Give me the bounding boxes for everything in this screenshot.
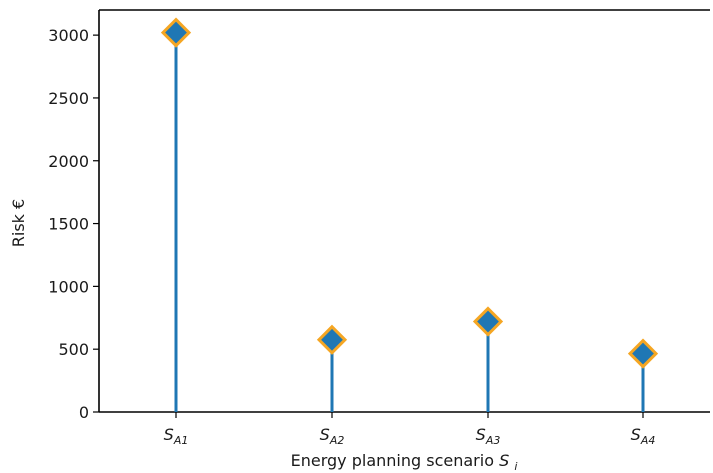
x-tick-label: SA1: [164, 425, 189, 447]
x-tick-label-sub: A1: [173, 434, 189, 447]
diamond-marker: [472, 306, 504, 337]
x-tick-label-base: S: [476, 425, 486, 444]
x-axis-label: Energy planning scenario S i: [291, 451, 518, 473]
y-tick-label: 0: [79, 403, 89, 422]
x-tick-label-sub: A4: [640, 434, 656, 447]
x-tick-label: SA3: [476, 425, 501, 447]
x-tick-label-sub: A3: [485, 434, 501, 447]
axes: [98, 9, 710, 413]
x-tick-label: SA2: [320, 425, 345, 447]
x-tick-label-base: S: [320, 425, 330, 444]
x-axis-label-text: Energy planning scenario: [291, 451, 499, 470]
x-tick-label: SA4: [631, 425, 656, 447]
markers: [160, 17, 659, 369]
stems: [174, 32, 645, 412]
x-axis-label-subscript: i: [514, 460, 517, 473]
y-tick-label: 500: [58, 340, 89, 359]
tick-marks: [93, 34, 644, 418]
y-tick-label: 1500: [48, 215, 89, 234]
y-axis-label: Risk €: [9, 199, 28, 247]
y-tick-label: 1000: [48, 277, 89, 296]
x-tick-label-sub: A2: [329, 434, 345, 447]
diamond-marker: [316, 324, 348, 355]
y-tick-label: 2000: [48, 152, 89, 171]
diamond-marker: [627, 338, 659, 369]
y-tick-label: 3000: [48, 26, 89, 45]
y-tick-label: 2500: [48, 89, 89, 108]
x-axis-label-symbol: S: [499, 451, 509, 470]
x-tick-label-base: S: [631, 425, 641, 444]
diamond-marker: [160, 17, 192, 48]
x-tick-label-base: S: [164, 425, 174, 444]
